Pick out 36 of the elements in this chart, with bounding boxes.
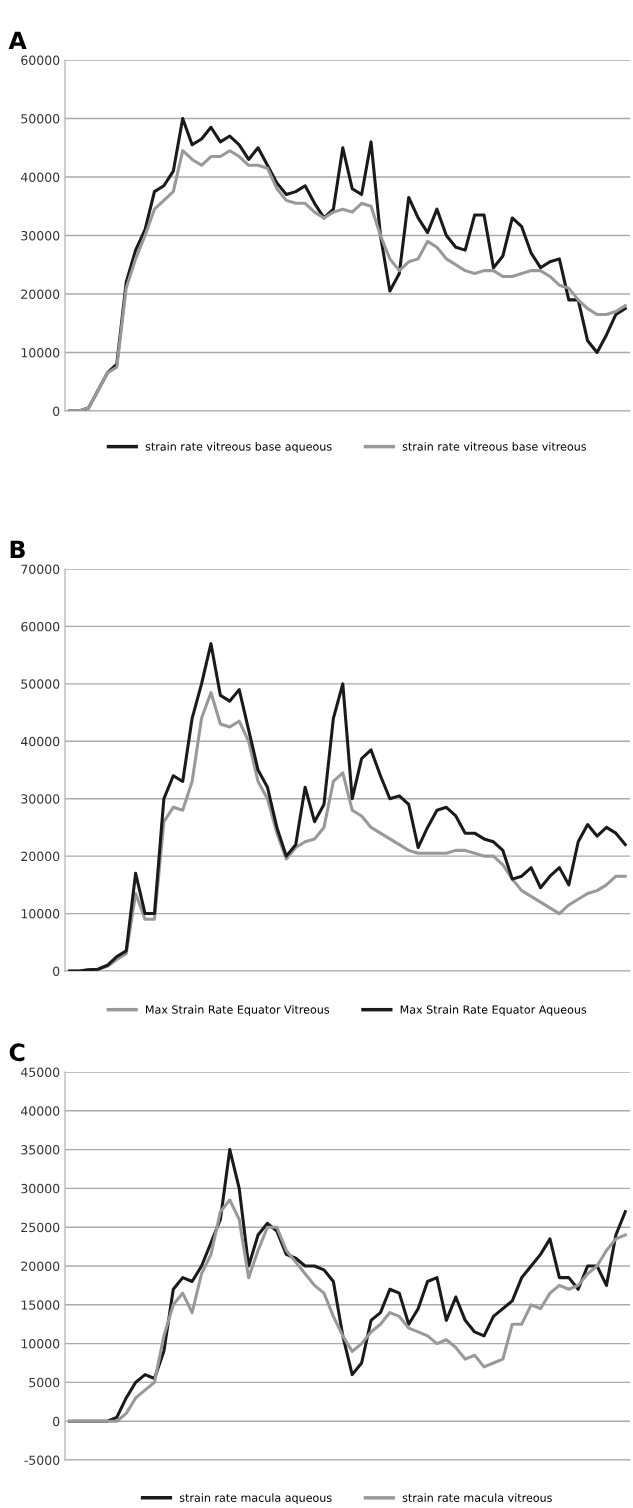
legend-label: Max Strain Rate Equator Vitreous bbox=[146, 1005, 330, 1016]
y-tick-label: 0 bbox=[53, 1416, 60, 1427]
y-tick-label: 10000 bbox=[21, 1339, 60, 1349]
chart-title: B bbox=[10, 540, 25, 558]
y-tick-label: 30000 bbox=[21, 230, 60, 241]
y-tick-label: 60000 bbox=[21, 621, 60, 632]
line-series bbox=[68, 1198, 627, 1423]
y-tick-label: 45000 bbox=[20, 1067, 60, 1077]
y-tick-label: 60000 bbox=[21, 55, 60, 65]
chart-title: C bbox=[9, 1043, 25, 1062]
legend-label: strain rate macula vitreous bbox=[402, 1493, 552, 1502]
y-tick-label: 20000 bbox=[21, 1261, 60, 1271]
y-tick-label: 50000 bbox=[21, 113, 60, 124]
y-tick-label: 5000 bbox=[29, 1377, 60, 1388]
y-tick-label: -5000 bbox=[24, 1455, 60, 1465]
y-tick-label: 40000 bbox=[20, 736, 60, 747]
y-tick-label: 10000 bbox=[21, 909, 60, 919]
legend-label: Max Strain Rate Equator Aqueous bbox=[400, 1005, 587, 1016]
y-tick-label: 30000 bbox=[21, 1183, 60, 1194]
y-tick-label: 25000 bbox=[21, 1222, 60, 1233]
y-tick-label: 10000 bbox=[21, 347, 60, 358]
y-tick-label: 50000 bbox=[21, 679, 60, 689]
y-tick-label: 40000 bbox=[20, 1106, 60, 1116]
chart-title: A bbox=[8, 31, 27, 49]
y-tick-label: 15000 bbox=[21, 1300, 60, 1310]
y-tick-label: 0 bbox=[53, 406, 60, 416]
legend-label: strain rate vitreous base vitreous bbox=[402, 442, 587, 451]
y-tick-label: 35000 bbox=[21, 1145, 60, 1155]
y-tick-label: 20000 bbox=[21, 851, 60, 862]
y-tick-label: 0 bbox=[53, 966, 60, 976]
legend-label: strain rate macula aqueous bbox=[179, 1493, 332, 1505]
y-tick-label: 70000 bbox=[21, 564, 60, 574]
legend-label: strain rate vitreous base aqueous bbox=[145, 442, 332, 453]
y-tick-label: 30000 bbox=[21, 794, 60, 804]
y-tick-label: 40000 bbox=[20, 172, 60, 182]
y-tick-label: 20000 bbox=[21, 289, 60, 299]
